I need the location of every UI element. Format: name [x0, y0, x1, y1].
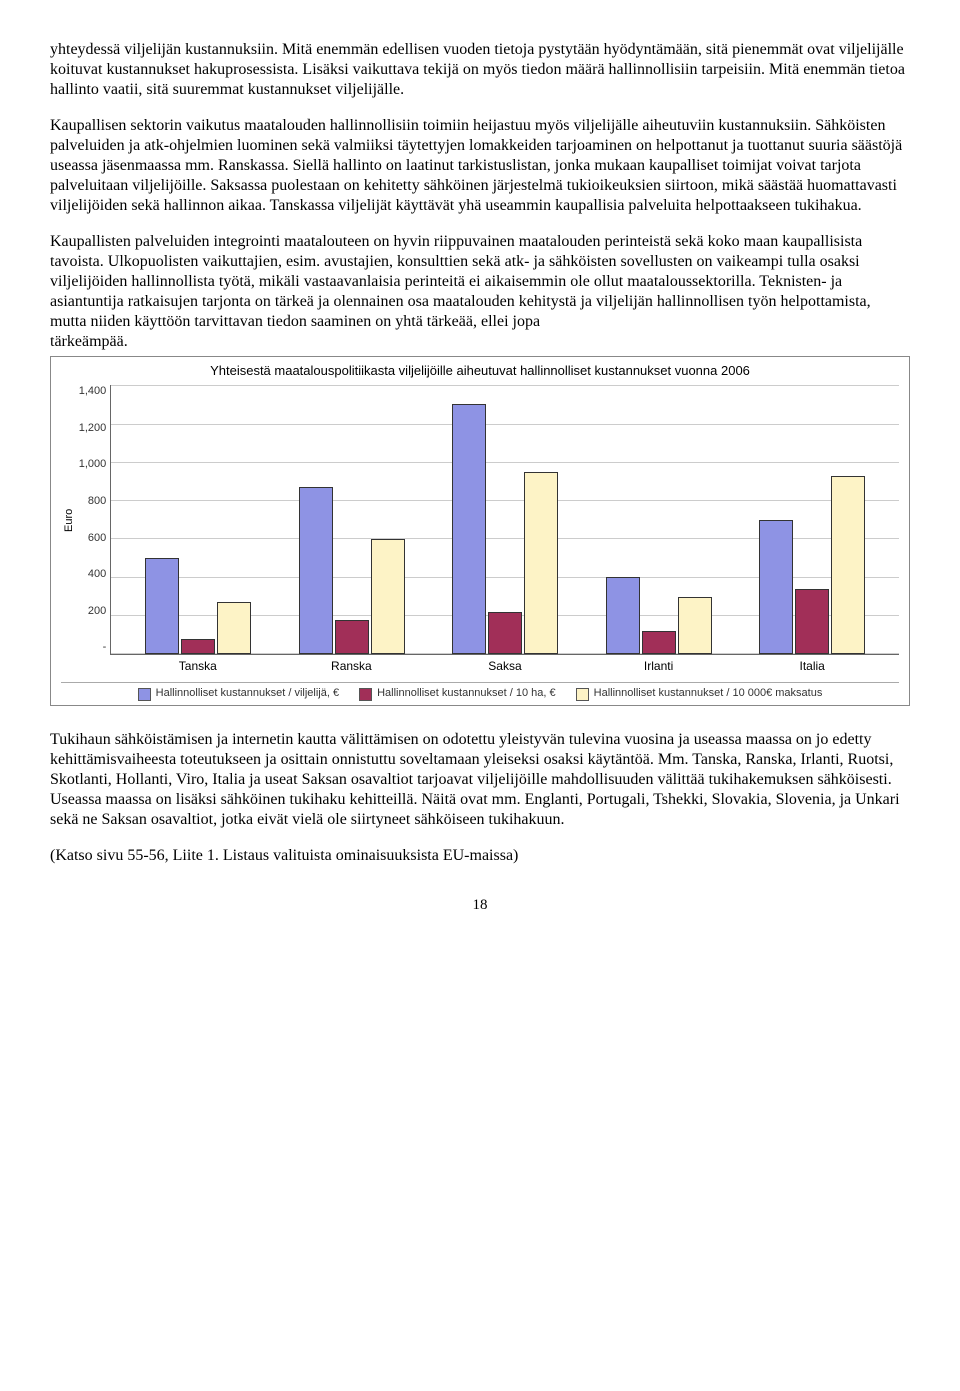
x-axis-labels: Tanska Ranska Saksa Irlanti Italia — [111, 655, 899, 682]
bar — [181, 639, 215, 654]
y-tick: 1,000 — [79, 458, 107, 472]
legend-item: Hallinnolliset kustannukset / 10 000€ ma… — [576, 687, 823, 701]
x-label: Tanska — [133, 659, 263, 674]
y-tick: 600 — [79, 532, 107, 546]
legend-item: Hallinnolliset kustannukset / 10 ha, € — [359, 687, 556, 701]
bar — [335, 620, 369, 655]
plot-area — [110, 385, 899, 655]
bar — [524, 472, 558, 655]
legend-label: Hallinnolliset kustannukset / 10 ha, € — [377, 687, 556, 701]
paragraph-3: Kaupallisten palveluiden integrointi maa… — [50, 232, 910, 332]
paragraph-4: Tukihaun sähköistämisen ja internetin ka… — [50, 730, 910, 830]
bar — [759, 520, 793, 655]
bar — [452, 404, 486, 654]
category-group — [287, 385, 417, 654]
x-label: Italia — [747, 659, 877, 674]
x-label: Ranska — [286, 659, 416, 674]
legend-label: Hallinnolliset kustannukset / viljelijä,… — [156, 687, 339, 701]
bar — [299, 487, 333, 654]
bar — [488, 612, 522, 654]
bar — [217, 602, 251, 654]
bar — [831, 476, 865, 655]
paragraph-3b: tärkeämpää. — [50, 332, 910, 352]
x-label: Saksa — [440, 659, 570, 674]
chart-legend: Hallinnolliset kustannukset / viljelijä,… — [61, 682, 899, 701]
cost-chart: Yhteisestä maatalouspolitiikasta viljeli… — [50, 356, 910, 706]
y-axis-label: Euro — [61, 385, 79, 655]
bar — [795, 589, 829, 654]
y-tick: 1,400 — [79, 385, 107, 399]
category-group — [594, 385, 724, 654]
category-group — [747, 385, 877, 654]
y-tick: 200 — [79, 605, 107, 619]
paragraph-5: (Katso sivu 55-56, Liite 1. Listaus vali… — [50, 846, 910, 866]
category-group — [440, 385, 570, 654]
chart-title: Yhteisestä maatalouspolitiikasta viljeli… — [61, 363, 899, 379]
legend-label: Hallinnolliset kustannukset / 10 000€ ma… — [594, 687, 823, 701]
bar — [606, 577, 640, 654]
y-tick: - — [79, 641, 107, 655]
paragraph-1: yhteydessä viljelijän kustannuksiin. Mit… — [50, 40, 910, 100]
bar — [642, 631, 676, 654]
y-axis-ticks: 1,400 1,200 1,000 800 600 400 200 - — [79, 385, 111, 655]
legend-item: Hallinnolliset kustannukset / viljelijä,… — [138, 687, 339, 701]
x-label: Irlanti — [594, 659, 724, 674]
category-group — [133, 385, 263, 654]
bar — [678, 597, 712, 655]
bar — [145, 558, 179, 654]
page-number: 18 — [50, 896, 910, 915]
legend-swatch — [359, 688, 372, 701]
y-tick: 800 — [79, 495, 107, 509]
legend-swatch — [138, 688, 151, 701]
y-tick: 1,200 — [79, 422, 107, 436]
bar — [371, 539, 405, 654]
legend-swatch — [576, 688, 589, 701]
y-tick: 400 — [79, 568, 107, 582]
paragraph-2: Kaupallisen sektorin vaikutus maataloude… — [50, 116, 910, 216]
